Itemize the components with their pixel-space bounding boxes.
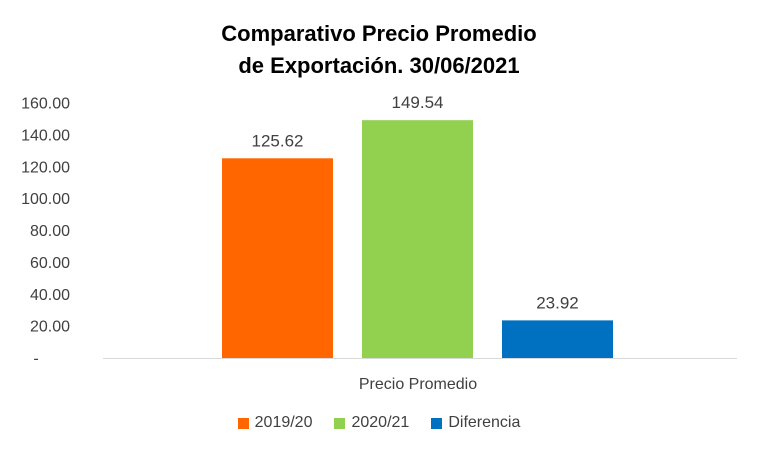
legend-item-diferencia: Diferencia [431,414,520,432]
y-tick-label: 100.00 [21,191,70,208]
legend-label-diferencia: Diferencia [448,414,521,431]
chart-title: Comparativo Precio Promedio de Exportaci… [0,18,758,82]
legend: 2019/20 2020/21 Diferencia [0,414,758,432]
chart-title-line-2: de Exportación. 30/06/2021 [238,53,520,78]
legend-swatch-diferencia [431,417,443,429]
x-category-label: Precio Promedio [359,376,477,393]
data-label: 125.62 [252,131,304,150]
bar-diferencia [502,320,613,359]
bar-2020-21 [362,120,473,359]
legend-label-2019-20: 2019/20 [254,414,313,431]
y-tick-label: 40.00 [30,287,70,304]
bar-chart: 160.00 140.00 120.00 100.00 80.00 60.00 40.00 2… [21,93,737,393]
chart-title-line-1: Comparativo Precio Promedio [221,21,537,46]
y-tick-label: 60.00 [30,255,70,272]
bar-2019-20 [222,158,333,359]
data-label: 23.92 [536,293,579,312]
legend-item-2020-21: 2020/21 [334,414,409,432]
legend-label-2020-21: 2020/21 [351,414,410,431]
y-tick-label: 80.00 [30,223,70,240]
y-tick-label: 20.00 [30,319,70,336]
legend-swatch-2019-20 [237,417,249,429]
data-label: 149.54 [392,93,444,112]
y-tick-label: 120.00 [21,159,70,176]
y-tick-label: - [33,351,38,368]
legend-swatch-2020-21 [334,417,346,429]
y-tick-label: 160.00 [21,96,70,113]
legend-item-2019-20: 2019/20 [237,414,313,432]
y-tick-label: 140.00 [21,127,70,144]
